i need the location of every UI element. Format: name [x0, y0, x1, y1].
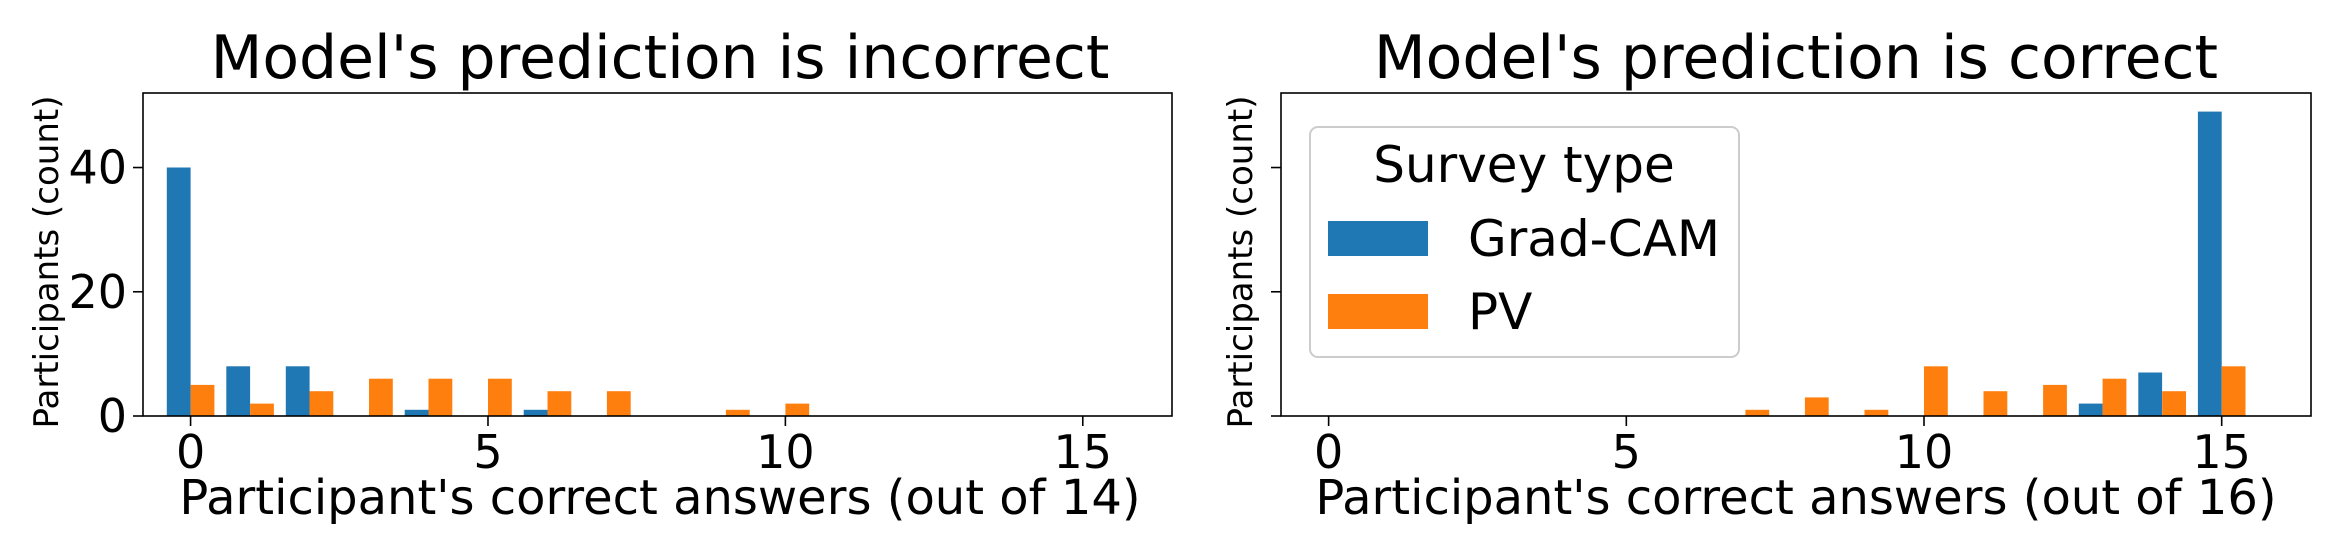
- bar-grad-cam-6: [523, 409, 548, 416]
- chart-title: Model's prediction is correct: [1374, 23, 2218, 93]
- ticks: 0 5 10 15 0 20 40: [68, 141, 1112, 479]
- bar-pv-2: [309, 391, 334, 416]
- bar-pv-13: [2102, 378, 2127, 416]
- bar-pv-6: [547, 391, 572, 416]
- legend-swatch-gradcam: [1328, 221, 1428, 256]
- chart-title: Model's prediction is incorrect: [211, 23, 1110, 93]
- bar-pv-0: [190, 384, 215, 416]
- y-tick-label: 0: [98, 389, 127, 443]
- x-tick-label: 10: [1895, 425, 1954, 479]
- x-axis-label: Participant's correct answers (out of 16…: [1315, 470, 2276, 526]
- x-tick-label: 15: [1054, 425, 1113, 479]
- x-axis-label: Participant's correct answers (out of 14…: [179, 470, 1140, 526]
- bar-pv-7: [1745, 409, 1770, 416]
- bar-pv-10: [1924, 366, 1948, 416]
- bar-grad-cam-14: [2138, 372, 2163, 416]
- plot-frame: [142, 92, 1173, 417]
- ticks: 0 5 10 15: [1271, 166, 2251, 479]
- y-tick-label: 40: [68, 141, 127, 195]
- bar-pv-1: [250, 403, 274, 416]
- x-tick-label: 15: [2192, 425, 2251, 479]
- bar-pv-10: [785, 403, 810, 416]
- legend-title: Survey type: [1373, 136, 1675, 194]
- y-axis-label: Participants (count): [1221, 96, 1261, 429]
- legend-swatch-pv: [1328, 294, 1428, 329]
- bar-pv-12: [2043, 384, 2067, 416]
- bar-grad-cam-15: [2197, 111, 2222, 416]
- y-axis-label: Participants (count): [27, 96, 67, 429]
- legend-label-gradcam: Grad-CAM: [1468, 210, 1720, 268]
- bar-pv-14: [2162, 391, 2186, 416]
- legend-label-pv: PV: [1468, 283, 1532, 341]
- bar-pv-15: [2221, 366, 2246, 416]
- bar-pv-5: [488, 378, 512, 416]
- bars: [166, 167, 810, 416]
- bar-grad-cam-13: [2078, 403, 2103, 416]
- x-tick-label: 0: [1314, 425, 1343, 479]
- plot-frame: [1280, 92, 2312, 417]
- bar-pv-8: [1804, 397, 1829, 416]
- bar-grad-cam-1: [226, 366, 251, 416]
- bar-pv-7: [606, 391, 631, 416]
- x-tick-label: 0: [176, 425, 205, 479]
- x-tick-label: 5: [1612, 425, 1641, 479]
- panel-incorrect: Model's prediction is incorrect Particip…: [27, 23, 1173, 526]
- bar-pv-3: [369, 378, 393, 416]
- x-tick-label: 5: [473, 425, 502, 479]
- legend: Survey type Grad-CAM PV: [1309, 126, 1740, 358]
- bar-pv-9: [725, 409, 750, 416]
- panel-correct: Model's prediction is correct Participan…: [1221, 23, 2312, 526]
- bar-grad-cam-2: [285, 366, 310, 416]
- y-tick-label: 20: [68, 265, 127, 319]
- bars: [1745, 111, 2246, 416]
- bar-grad-cam-4: [404, 409, 429, 416]
- bar-pv-9: [1864, 409, 1889, 416]
- bar-pv-11: [1983, 391, 2008, 416]
- bar-pv-4: [428, 378, 453, 416]
- x-tick-label: 10: [756, 425, 815, 479]
- bar-grad-cam-0: [166, 167, 191, 416]
